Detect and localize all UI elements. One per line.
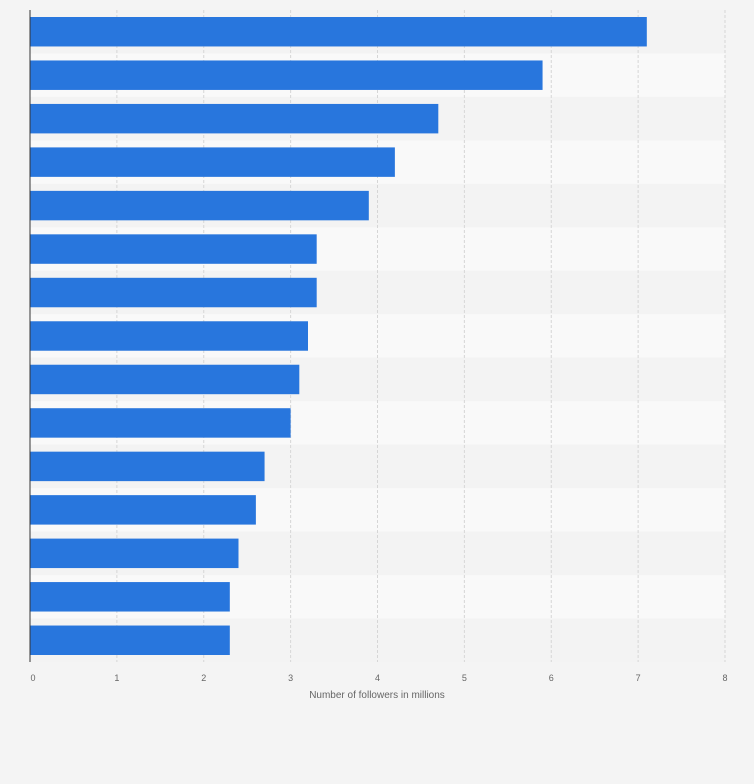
bar: [30, 451, 265, 482]
bar: [30, 321, 308, 351]
x-tick-label: 1: [114, 673, 119, 683]
bar: [30, 103, 439, 134]
bar: [30, 538, 239, 569]
bar: [30, 60, 543, 90]
x-tick-label: 3: [288, 673, 293, 683]
x-tick-label: 6: [549, 673, 554, 683]
bar: [30, 190, 369, 221]
bar: [30, 408, 291, 438]
x-tick-label: 8: [722, 673, 727, 683]
bar: [30, 17, 647, 47]
bar: [30, 234, 317, 264]
x-axis-label: Number of followers in millions: [309, 690, 445, 701]
x-tick-label: 5: [462, 673, 467, 683]
x-tick-label: 2: [201, 673, 206, 683]
bar: [30, 147, 395, 177]
bar: [30, 277, 317, 308]
x-tick-label: 7: [636, 673, 641, 683]
x-tick-label: 4: [375, 673, 380, 683]
bar: [30, 625, 230, 655]
bar: [30, 364, 300, 395]
bar: [30, 582, 230, 612]
bar: [30, 495, 256, 525]
x-tick-label: 0: [30, 673, 35, 683]
